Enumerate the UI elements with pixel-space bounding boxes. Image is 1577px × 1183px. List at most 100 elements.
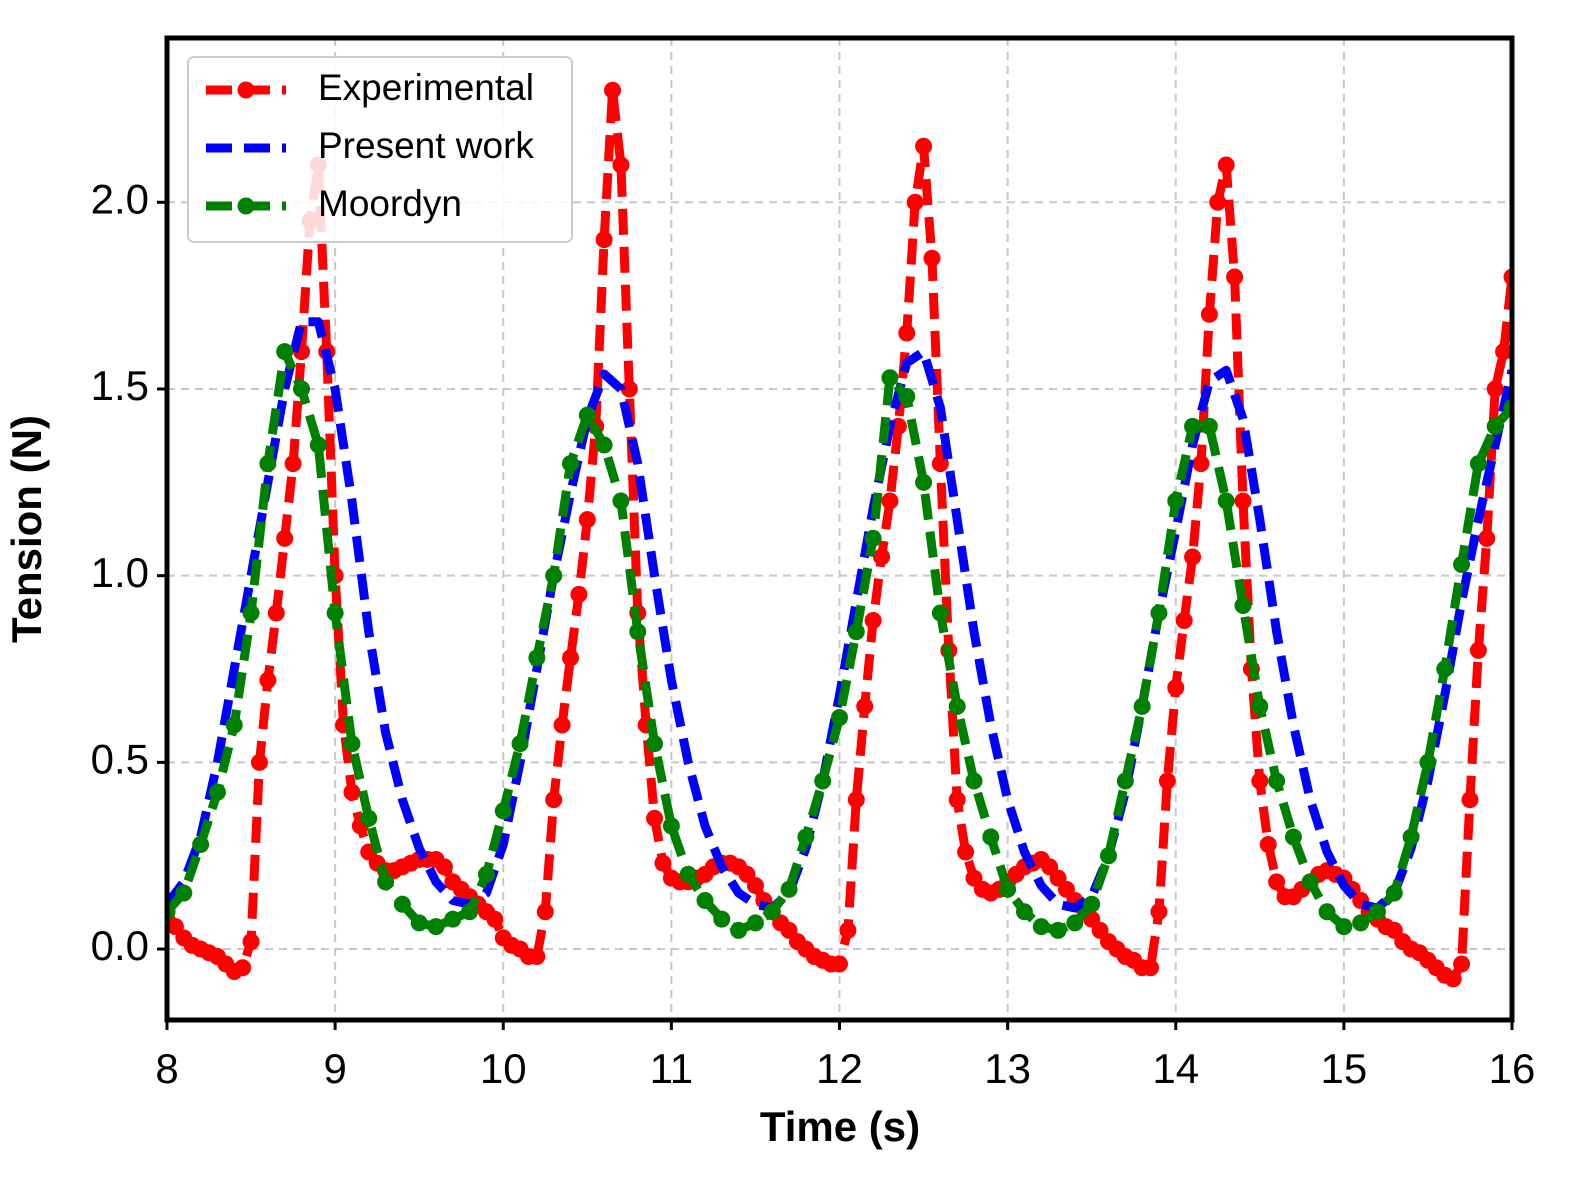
- y-tick-label: 0.5: [91, 735, 149, 782]
- data-point: [948, 791, 966, 809]
- data-point: [1335, 918, 1353, 936]
- data-point: [999, 880, 1017, 898]
- data-point: [839, 921, 857, 939]
- data-point: [1226, 268, 1244, 286]
- data-point: [494, 802, 512, 820]
- data-point: [814, 772, 832, 790]
- data-point: [856, 697, 874, 715]
- data-point: [377, 873, 395, 891]
- data-point: [1167, 679, 1185, 697]
- data-point: [276, 529, 294, 547]
- data-point: [570, 585, 588, 603]
- legend-marker: [237, 197, 255, 215]
- data-point: [881, 492, 899, 510]
- data-point: [553, 716, 571, 734]
- data-point: [898, 324, 916, 342]
- axes: 8 9 10 11 12 13 14 15 16 0.0 0.5 1.0 1.5 2.0: [91, 175, 1536, 1092]
- legend-label: Experimental: [318, 67, 534, 108]
- data-point: [1461, 791, 1479, 809]
- y-axis-label: Tension (N): [3, 415, 50, 643]
- data-point: [528, 649, 546, 667]
- data-point: [915, 473, 933, 491]
- legend: Experimental Present work Moordyn: [187, 56, 573, 243]
- x-tick-label: 15: [1321, 1045, 1368, 1092]
- data-point: [1284, 828, 1302, 846]
- data-point: [225, 716, 243, 734]
- data-point: [948, 697, 966, 715]
- data-point: [780, 880, 798, 898]
- data-point: [435, 858, 453, 876]
- data-point: [1352, 914, 1370, 932]
- data-point: [1436, 660, 1454, 678]
- data-point: [612, 156, 630, 174]
- data-point: [915, 137, 933, 155]
- data-point: [881, 369, 899, 387]
- x-tick-label: 11: [650, 1045, 694, 1092]
- data-point: [982, 828, 1000, 846]
- data-point: [1453, 555, 1471, 573]
- data-point: [293, 380, 310, 398]
- data-point: [1486, 417, 1504, 435]
- data-point: [309, 436, 327, 454]
- data-point: [696, 892, 714, 910]
- data-point: [1259, 836, 1277, 854]
- data-point: [1419, 753, 1437, 771]
- data-point: [1083, 895, 1101, 913]
- data-point: [511, 735, 529, 753]
- x-axis-label: Time (s): [760, 1103, 920, 1150]
- data-point: [562, 455, 579, 473]
- data-point: [1369, 903, 1386, 921]
- data-point: [276, 343, 294, 361]
- data-point: [1158, 772, 1176, 790]
- data-point: [847, 791, 865, 809]
- data-point: [1268, 772, 1286, 790]
- data-point: [746, 877, 764, 895]
- data-point: [1032, 918, 1050, 936]
- data-point: [1301, 873, 1319, 891]
- plot-area: [167, 81, 1512, 988]
- data-point: [746, 914, 764, 932]
- data-point: [873, 548, 891, 566]
- data-point: [654, 854, 672, 872]
- data-point: [1234, 597, 1252, 615]
- data-point: [797, 828, 815, 846]
- y-tick-label: 2.0: [91, 175, 149, 222]
- data-point: [629, 623, 647, 641]
- data-point: [578, 511, 596, 529]
- data-point: [1486, 380, 1504, 398]
- data-point: [831, 955, 848, 973]
- data-point: [461, 903, 479, 921]
- legend-label: Moordyn: [318, 183, 462, 224]
- data-point: [1150, 903, 1168, 921]
- data-point: [831, 709, 848, 727]
- data-point: [1184, 548, 1202, 566]
- data-point: [604, 81, 622, 99]
- data-point: [1469, 455, 1487, 473]
- data-point: [242, 933, 260, 951]
- data-point: [536, 903, 554, 921]
- data-point: [595, 436, 613, 454]
- y-tick-label: 0.0: [91, 922, 149, 969]
- data-point: [234, 959, 252, 977]
- data-point: [1495, 343, 1512, 361]
- data-point: [410, 914, 428, 932]
- data-point: [267, 604, 285, 622]
- data-point: [1142, 959, 1160, 977]
- data-point: [360, 809, 378, 827]
- data-point: [847, 623, 865, 641]
- data-point: [965, 772, 983, 790]
- data-point: [343, 783, 361, 801]
- data-point: [1200, 417, 1218, 435]
- data-point: [679, 865, 697, 883]
- data-point: [1066, 914, 1084, 932]
- data-point: [1318, 903, 1336, 921]
- data-point: [1015, 903, 1033, 921]
- data-point: [1175, 611, 1193, 629]
- data-point: [1100, 847, 1117, 865]
- data-point: [427, 918, 445, 936]
- data-point: [906, 193, 924, 211]
- data-point: [931, 604, 949, 622]
- data-point: [620, 380, 638, 398]
- data-point: [923, 249, 941, 267]
